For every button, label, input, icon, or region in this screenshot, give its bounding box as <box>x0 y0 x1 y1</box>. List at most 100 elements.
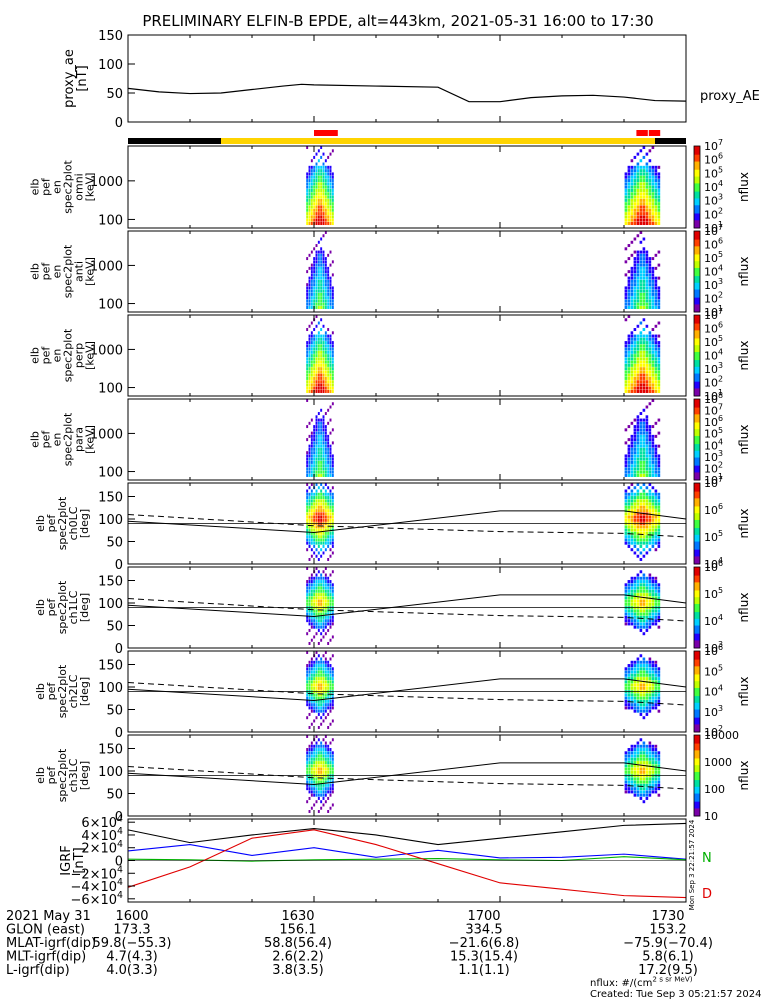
x-tick-label: 1630 <box>281 909 314 924</box>
spectrogram-cell <box>315 483 318 486</box>
spectrogram-cell <box>630 751 634 755</box>
spectrogram-cell <box>327 175 330 179</box>
spectrogram-cell <box>630 266 634 270</box>
spectrogram-cell <box>633 350 637 354</box>
spectrogram-cell <box>651 486 655 490</box>
spectrogram-cell <box>633 431 637 435</box>
spectrogram-cell <box>630 383 634 387</box>
spectrogram-cell <box>633 615 637 619</box>
colorbar-cell <box>694 500 700 503</box>
spectrogram-cell <box>331 803 334 807</box>
spectrogram-cell <box>642 344 646 348</box>
spectrogram-cell <box>636 777 640 781</box>
spectrogram-cell <box>313 664 316 668</box>
spectrogram-cell <box>331 390 334 393</box>
spectrogram-cell <box>322 188 325 192</box>
colorbar-cell <box>694 501 700 504</box>
spectrogram-cell <box>315 357 318 361</box>
spectrogram-cell <box>645 367 649 371</box>
spectrogram-cell <box>648 425 652 429</box>
colorbar-cell <box>694 266 700 268</box>
colorbar-cell <box>694 611 700 614</box>
spectrogram-cell <box>322 699 325 703</box>
spectrogram-cell <box>329 615 332 619</box>
spectrogram-cell <box>320 421 323 425</box>
spectrogram-cell <box>648 354 652 358</box>
spectrogram-cell <box>329 573 332 577</box>
colorbar-cell <box>694 148 700 151</box>
spectrogram-cell <box>642 175 646 179</box>
spectrogram-cell <box>654 593 658 597</box>
colorbar-cell <box>694 332 700 335</box>
colorbar-cell <box>694 680 700 683</box>
spectrogram-cell <box>310 602 313 606</box>
spectrogram-cell <box>310 418 313 422</box>
colorbar-cell <box>694 428 700 431</box>
spectrogram-cell <box>308 324 311 328</box>
spectrogram-cell <box>639 576 643 580</box>
spectrogram-cell <box>327 444 330 448</box>
colorbar-cell <box>694 630 700 633</box>
spectrogram-cell <box>329 152 332 156</box>
spectrogram-cell <box>639 538 643 542</box>
spectrogram-cell <box>317 467 320 471</box>
spectrogram-cell <box>322 703 325 707</box>
spectrogram-cell <box>642 425 646 429</box>
colorbar-cell <box>694 193 700 196</box>
spectrogram-cell <box>636 380 640 384</box>
spectrogram-cell <box>306 535 309 539</box>
spectrogram-cell <box>657 770 661 774</box>
spectrogram-y-label: elbpefspec2plotch2LC[deg] <box>34 664 91 718</box>
spectrogram-cell <box>324 667 327 671</box>
spectrogram-cell <box>310 589 313 593</box>
spectrogram-cell <box>639 208 643 212</box>
spectrogram-cell <box>329 693 332 697</box>
spectrogram-cell <box>654 664 658 668</box>
spectrogram-cell <box>636 505 640 509</box>
spectrogram-cell <box>648 363 652 367</box>
spectrogram-cell <box>315 706 318 710</box>
spectrogram-cell <box>633 250 637 254</box>
spectrogram-cell <box>317 149 320 153</box>
spectrogram-cell <box>651 438 655 442</box>
spectrogram-cell <box>320 741 323 745</box>
colorbar-cell <box>694 443 700 446</box>
spectrogram-y-tick-label: 100 <box>98 597 123 612</box>
spectrogram-cell <box>636 512 640 516</box>
spectrogram-cell <box>315 270 318 274</box>
spectrogram-cell <box>310 299 313 303</box>
spectrogram-cell <box>322 693 325 697</box>
spectrogram-cell <box>642 318 646 322</box>
colorbar-cell <box>694 652 700 655</box>
spectrogram-cell <box>329 757 332 761</box>
spectrogram-cell <box>657 589 661 593</box>
spectrogram-cell <box>639 470 643 474</box>
ae-series-line <box>127 83 687 103</box>
spectrogram-cell <box>639 231 643 234</box>
spectrogram-cell <box>648 657 652 661</box>
spectrogram-cell <box>329 182 332 186</box>
spectrogram-cell <box>642 146 646 150</box>
ephemeris-value: 58.8(56.4) <box>264 936 332 951</box>
spectrogram-cell <box>306 541 309 545</box>
colorbar-tick-label: 105 <box>704 529 723 544</box>
spectrogram-cell <box>320 622 323 626</box>
spectrogram-cell <box>645 470 649 474</box>
spectrogram-cell <box>315 341 318 345</box>
spectrogram-cell <box>329 499 332 503</box>
spectrogram-cell <box>315 464 318 468</box>
spectrogram-cell <box>633 370 637 374</box>
spectrogram-cell <box>651 299 655 303</box>
spectrogram-cell <box>639 283 643 287</box>
spectrogram-cell <box>651 222 655 226</box>
spectrogram-cell <box>315 696 318 700</box>
spectrogram-cell <box>657 347 661 351</box>
spectrogram-cell <box>639 796 643 800</box>
ae-y-tick-label: 50 <box>106 87 123 102</box>
spectrogram-cell <box>324 567 327 570</box>
spectrogram-cell <box>657 693 661 697</box>
spectrogram-cell <box>331 505 334 509</box>
spectrogram-cell <box>317 273 320 277</box>
spectrogram-cell <box>633 195 637 199</box>
spectrogram-cell <box>630 790 634 794</box>
